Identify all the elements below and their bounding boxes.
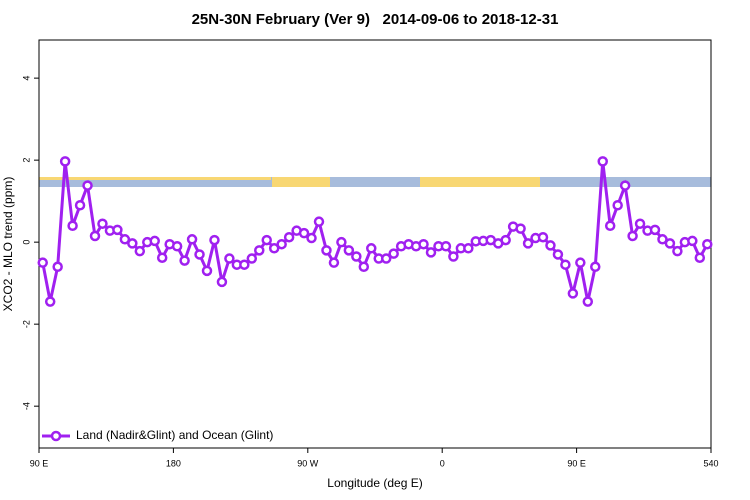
data-point (522, 238, 534, 249)
data-point (149, 235, 160, 247)
data-point (67, 220, 78, 232)
data-point (321, 245, 332, 256)
data-point (380, 253, 392, 264)
data-point (268, 243, 280, 254)
x-tick-label: 90 W (297, 458, 319, 468)
data-point (612, 200, 623, 211)
data-point (619, 180, 631, 191)
data-point (276, 238, 287, 250)
y-tick-label: 2 (21, 158, 31, 163)
data-point (463, 243, 474, 254)
data-point (590, 261, 601, 273)
data-point (186, 234, 198, 245)
data-point (634, 218, 646, 229)
data-point (224, 253, 235, 264)
data-point (89, 230, 101, 242)
data-point (306, 232, 317, 244)
data-point (366, 243, 377, 254)
data-point (649, 224, 661, 236)
data-point (545, 240, 556, 251)
x-tick-label: 0 (440, 458, 445, 468)
data-point (194, 249, 205, 260)
data-point (351, 251, 362, 262)
chart-title: 25N-30N February (Ver 9) 2014-09-06 to 2… (192, 11, 559, 28)
data-point (672, 245, 683, 257)
data-point (604, 220, 616, 232)
data-point (537, 231, 549, 243)
x-tick-label: 180 (166, 458, 181, 468)
data-point (343, 245, 355, 256)
data-point (59, 156, 71, 167)
data-point (440, 241, 452, 252)
y-tick-label: -2 (21, 320, 31, 328)
data-point (425, 247, 437, 258)
data-point (261, 234, 272, 246)
data-point (254, 245, 265, 256)
data-point (179, 255, 190, 266)
data-point (239, 259, 250, 270)
data-point (82, 180, 93, 191)
x-tick-label: 90 E (30, 458, 49, 468)
y-tick-label: -4 (21, 402, 31, 410)
data-point (313, 216, 325, 227)
plot-frame (38, 39, 712, 449)
data-point (216, 276, 228, 288)
data-point (388, 248, 399, 259)
data-point (298, 227, 310, 239)
x-axis-label: Longitude (deg E) (327, 476, 422, 490)
x-tick-label: 540 (703, 458, 718, 468)
data-point (418, 238, 429, 250)
data-point (597, 156, 608, 167)
data-point (702, 238, 713, 250)
data-point (127, 238, 138, 249)
data-point (560, 259, 571, 270)
y-axis-label: XCO2 - MLO trend (ppm) (1, 177, 15, 312)
data-point (37, 257, 48, 268)
data-point (664, 238, 676, 249)
x-tick-label: 90 E (567, 458, 586, 468)
y-tick-label: 4 (21, 76, 31, 81)
land-ocean-strip (39, 177, 711, 187)
data-point (582, 296, 594, 307)
data-point (44, 296, 56, 307)
data-point (627, 230, 638, 242)
data-point (552, 249, 564, 260)
data-point (657, 234, 668, 245)
legend-label: Land (Nadir&Glint) and Ocean (Glint) (76, 428, 273, 442)
data-point (283, 231, 295, 243)
data-point (97, 218, 108, 229)
data-point (358, 261, 370, 273)
data-point (209, 234, 220, 246)
data-point (575, 257, 586, 268)
data-point (201, 265, 213, 277)
data-point (74, 200, 86, 211)
y-tick-label: 0 (21, 240, 31, 245)
data-point (171, 241, 183, 252)
data-point (156, 252, 168, 263)
data-point (246, 253, 258, 264)
data-point (119, 234, 131, 245)
data-point (448, 251, 459, 262)
data-point (336, 236, 347, 248)
data-point (112, 224, 123, 236)
data-point (328, 257, 340, 268)
data-point (500, 234, 511, 246)
data-point (134, 245, 146, 257)
data-point (515, 223, 526, 234)
data-point (694, 252, 706, 263)
data-point (687, 235, 698, 247)
legend: Land (Nadir&Glint) and Ocean (Glint) (42, 428, 273, 442)
data-point (52, 261, 63, 273)
data-point (567, 288, 579, 299)
